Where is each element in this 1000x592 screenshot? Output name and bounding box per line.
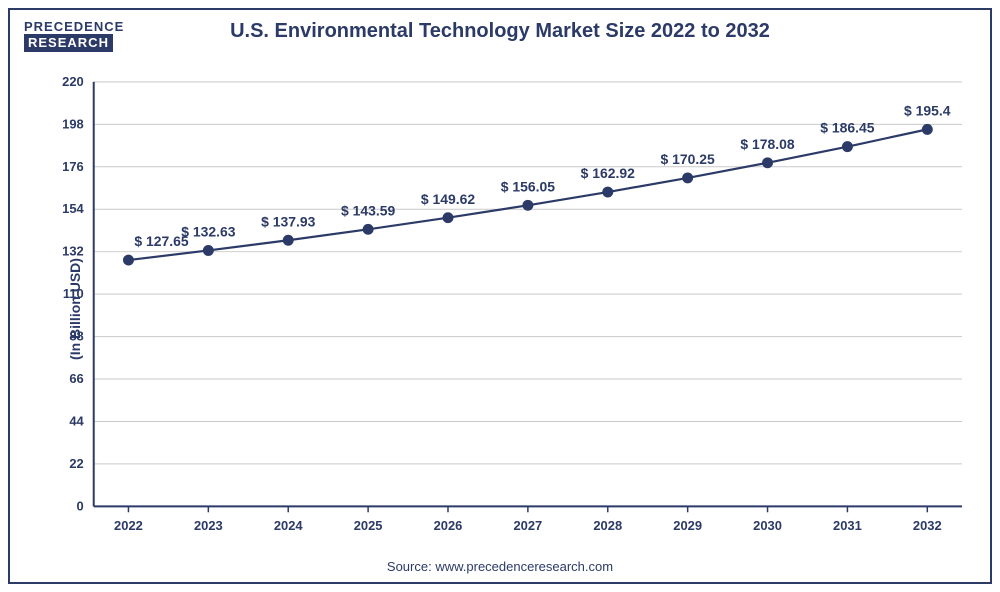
- logo-top-text: PRECEDENCE: [24, 20, 144, 33]
- svg-text:0: 0: [77, 498, 84, 513]
- svg-text:$ 143.59: $ 143.59: [341, 202, 396, 218]
- svg-text:$ 195.4: $ 195.4: [904, 103, 951, 119]
- svg-text:$ 156.05: $ 156.05: [501, 178, 556, 194]
- svg-text:2023: 2023: [194, 518, 223, 533]
- brand-logo: PRECEDENCE RESEARCH: [24, 20, 144, 54]
- svg-text:$ 178.08: $ 178.08: [740, 136, 795, 152]
- svg-text:154: 154: [62, 201, 84, 216]
- svg-text:2028: 2028: [593, 518, 622, 533]
- logo-bottom-text: RESEARCH: [24, 34, 113, 52]
- svg-text:2025: 2025: [354, 518, 383, 533]
- chart-area: (In Billion USD) 02244668811013215417619…: [28, 72, 972, 546]
- svg-text:44: 44: [69, 413, 84, 428]
- svg-text:66: 66: [69, 371, 83, 386]
- chart-title: U.S. Environmental Technology Market Siz…: [22, 20, 978, 43]
- svg-text:$ 132.63: $ 132.63: [181, 224, 236, 240]
- chart-frame: PRECEDENCE RESEARCH U.S. Environmental T…: [8, 8, 992, 584]
- svg-text:2027: 2027: [513, 518, 542, 533]
- svg-text:132: 132: [62, 244, 84, 259]
- y-axis-label: (In Billion USD): [67, 258, 83, 360]
- svg-text:$ 137.93: $ 137.93: [261, 213, 316, 229]
- line-chart-svg: 0224466881101321541761982202022202320242…: [28, 72, 972, 546]
- svg-text:$ 170.25: $ 170.25: [661, 151, 716, 167]
- svg-text:2032: 2032: [913, 518, 942, 533]
- svg-text:2030: 2030: [753, 518, 782, 533]
- svg-text:$ 149.62: $ 149.62: [421, 191, 476, 207]
- svg-text:2031: 2031: [833, 518, 862, 533]
- svg-text:2026: 2026: [434, 518, 463, 533]
- source-text: Source: www.precedenceresearch.com: [10, 559, 990, 574]
- svg-text:$ 186.45: $ 186.45: [820, 120, 875, 136]
- svg-text:$ 162.92: $ 162.92: [581, 165, 636, 181]
- svg-text:198: 198: [62, 116, 84, 131]
- svg-text:220: 220: [62, 74, 84, 89]
- svg-text:2029: 2029: [673, 518, 702, 533]
- svg-text:2024: 2024: [274, 518, 304, 533]
- svg-text:176: 176: [62, 159, 84, 174]
- svg-text:2022: 2022: [114, 518, 143, 533]
- svg-text:22: 22: [69, 456, 83, 471]
